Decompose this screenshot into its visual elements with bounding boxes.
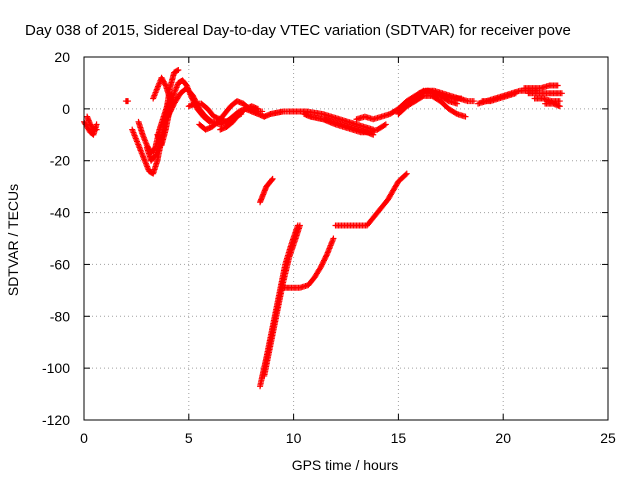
data-point xyxy=(402,171,409,178)
data-series-arc-17 xyxy=(280,235,337,291)
y-tick-label: -40 xyxy=(50,205,70,221)
data-point xyxy=(323,252,330,259)
data-series-arc-12 xyxy=(217,105,268,133)
data-point xyxy=(330,235,337,242)
data-point xyxy=(403,170,410,177)
data-series-arc-02 xyxy=(84,113,100,133)
data-series-arc-07 xyxy=(150,74,173,102)
y-tick-label: 20 xyxy=(54,49,70,65)
data-point xyxy=(454,100,461,107)
data-series-arc-19 xyxy=(322,116,377,138)
data-series-arc-14 xyxy=(261,108,377,133)
data-point xyxy=(174,67,181,74)
data-point xyxy=(556,103,563,110)
data-point xyxy=(296,222,303,229)
data-series-arc-30 xyxy=(542,100,563,110)
y-tick-label: 0 xyxy=(62,101,70,117)
data-series-arc-27 xyxy=(521,82,561,92)
data-series-arc-26 xyxy=(479,90,519,105)
y-tick-label: -20 xyxy=(50,153,70,169)
data-layer xyxy=(81,66,565,390)
x-axis-label: GPS time / hours xyxy=(292,457,399,473)
data-point xyxy=(470,98,477,105)
data-point xyxy=(175,66,182,73)
data-point xyxy=(512,90,519,97)
x-tick-label: 0 xyxy=(80,430,88,446)
data-series-arc-22 xyxy=(395,92,469,120)
data-series-arc-13 xyxy=(257,175,276,206)
data-point xyxy=(462,113,469,120)
data-series-arc-24 xyxy=(416,87,465,102)
data-point xyxy=(268,176,275,183)
y-axis-label: SDTVAR / TECUs xyxy=(5,184,21,296)
data-series-arc-28 xyxy=(525,90,565,97)
data-point xyxy=(558,90,565,97)
data-series-arc-16 xyxy=(261,222,303,379)
grid-layer xyxy=(84,57,608,420)
y-tick-label: -80 xyxy=(50,308,70,324)
data-point xyxy=(93,121,100,128)
data-series-arc-03 xyxy=(122,98,132,105)
data-point xyxy=(381,122,388,129)
x-tick-label: 20 xyxy=(495,430,511,446)
tick-layer: 0 5 10 15 20 25 -120 -100 -80 -60 -40 -20 0 20 xyxy=(42,49,616,446)
y-tick-label: -60 xyxy=(50,256,70,272)
data-point xyxy=(554,82,561,89)
data-point xyxy=(162,81,169,88)
data-point xyxy=(125,98,132,105)
y-tick-label: -120 xyxy=(42,412,70,428)
chart-title: Day 038 of 2015, Sidereal Day-to-day VTE… xyxy=(25,22,571,39)
x-tick-label: 10 xyxy=(286,430,302,446)
y-tick-label: -100 xyxy=(42,360,70,376)
x-tick-label: 25 xyxy=(600,430,616,446)
x-tick-label: 15 xyxy=(391,430,407,446)
data-point xyxy=(269,175,276,182)
x-tick-label: 5 xyxy=(185,430,193,446)
data-point xyxy=(382,121,389,128)
data-point xyxy=(93,126,100,133)
data-point xyxy=(370,131,377,138)
plot-frame xyxy=(83,56,609,421)
data-series-arc-20 xyxy=(332,170,410,229)
data-point xyxy=(458,95,465,102)
data-point xyxy=(556,98,563,105)
